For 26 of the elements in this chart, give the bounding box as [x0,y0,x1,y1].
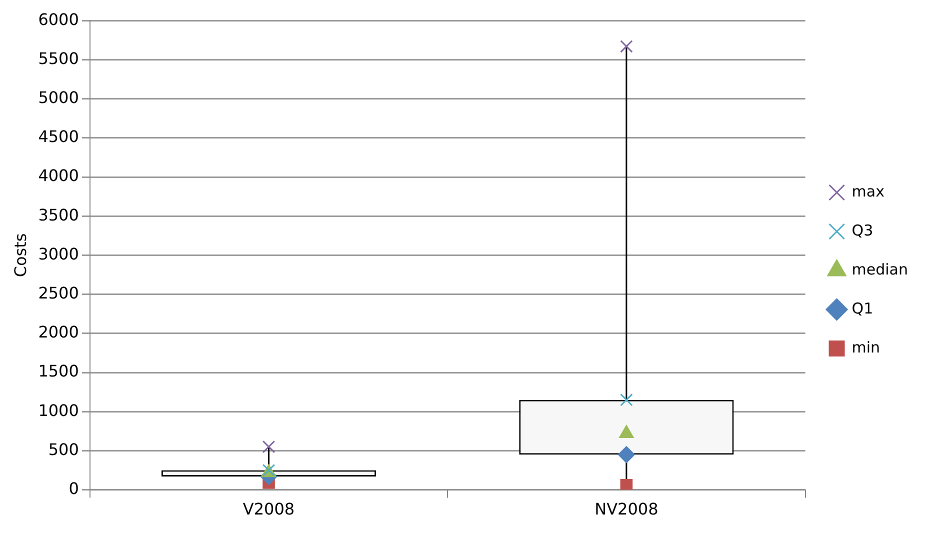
y-tick-label: 500 [48,440,79,459]
legend-label: max [852,182,885,200]
y-tick-label: 0 [68,478,79,498]
y-tick-label: 1500 [38,362,79,381]
point [262,440,276,454]
y-tick-label: 3500 [38,205,79,224]
y-tick-label: 5500 [38,48,79,68]
legend-label: min [852,338,880,356]
x-tick-label: V2008 [242,500,295,519]
point [620,40,633,53]
legend-label: Q3 [852,221,874,240]
y-tick-label: 5000 [38,88,79,107]
y-tick-label: 6000 [38,10,79,29]
y-tick-label: 2500 [38,283,79,302]
x-tick-label: NV2008 [594,500,658,519]
legend-label: Q1 [852,299,874,318]
legend-label: median [852,260,908,278]
point [620,478,633,490]
y-tick-label: 4000 [38,166,79,186]
y-tick-label: 3000 [38,244,79,264]
point [618,446,635,464]
y-axis-title: Costs [10,233,30,278]
y-tick-label: 1000 [38,400,79,420]
y-tick-label: 2000 [38,322,79,342]
point [620,393,633,406]
y-tick-label: 4500 [38,127,79,146]
